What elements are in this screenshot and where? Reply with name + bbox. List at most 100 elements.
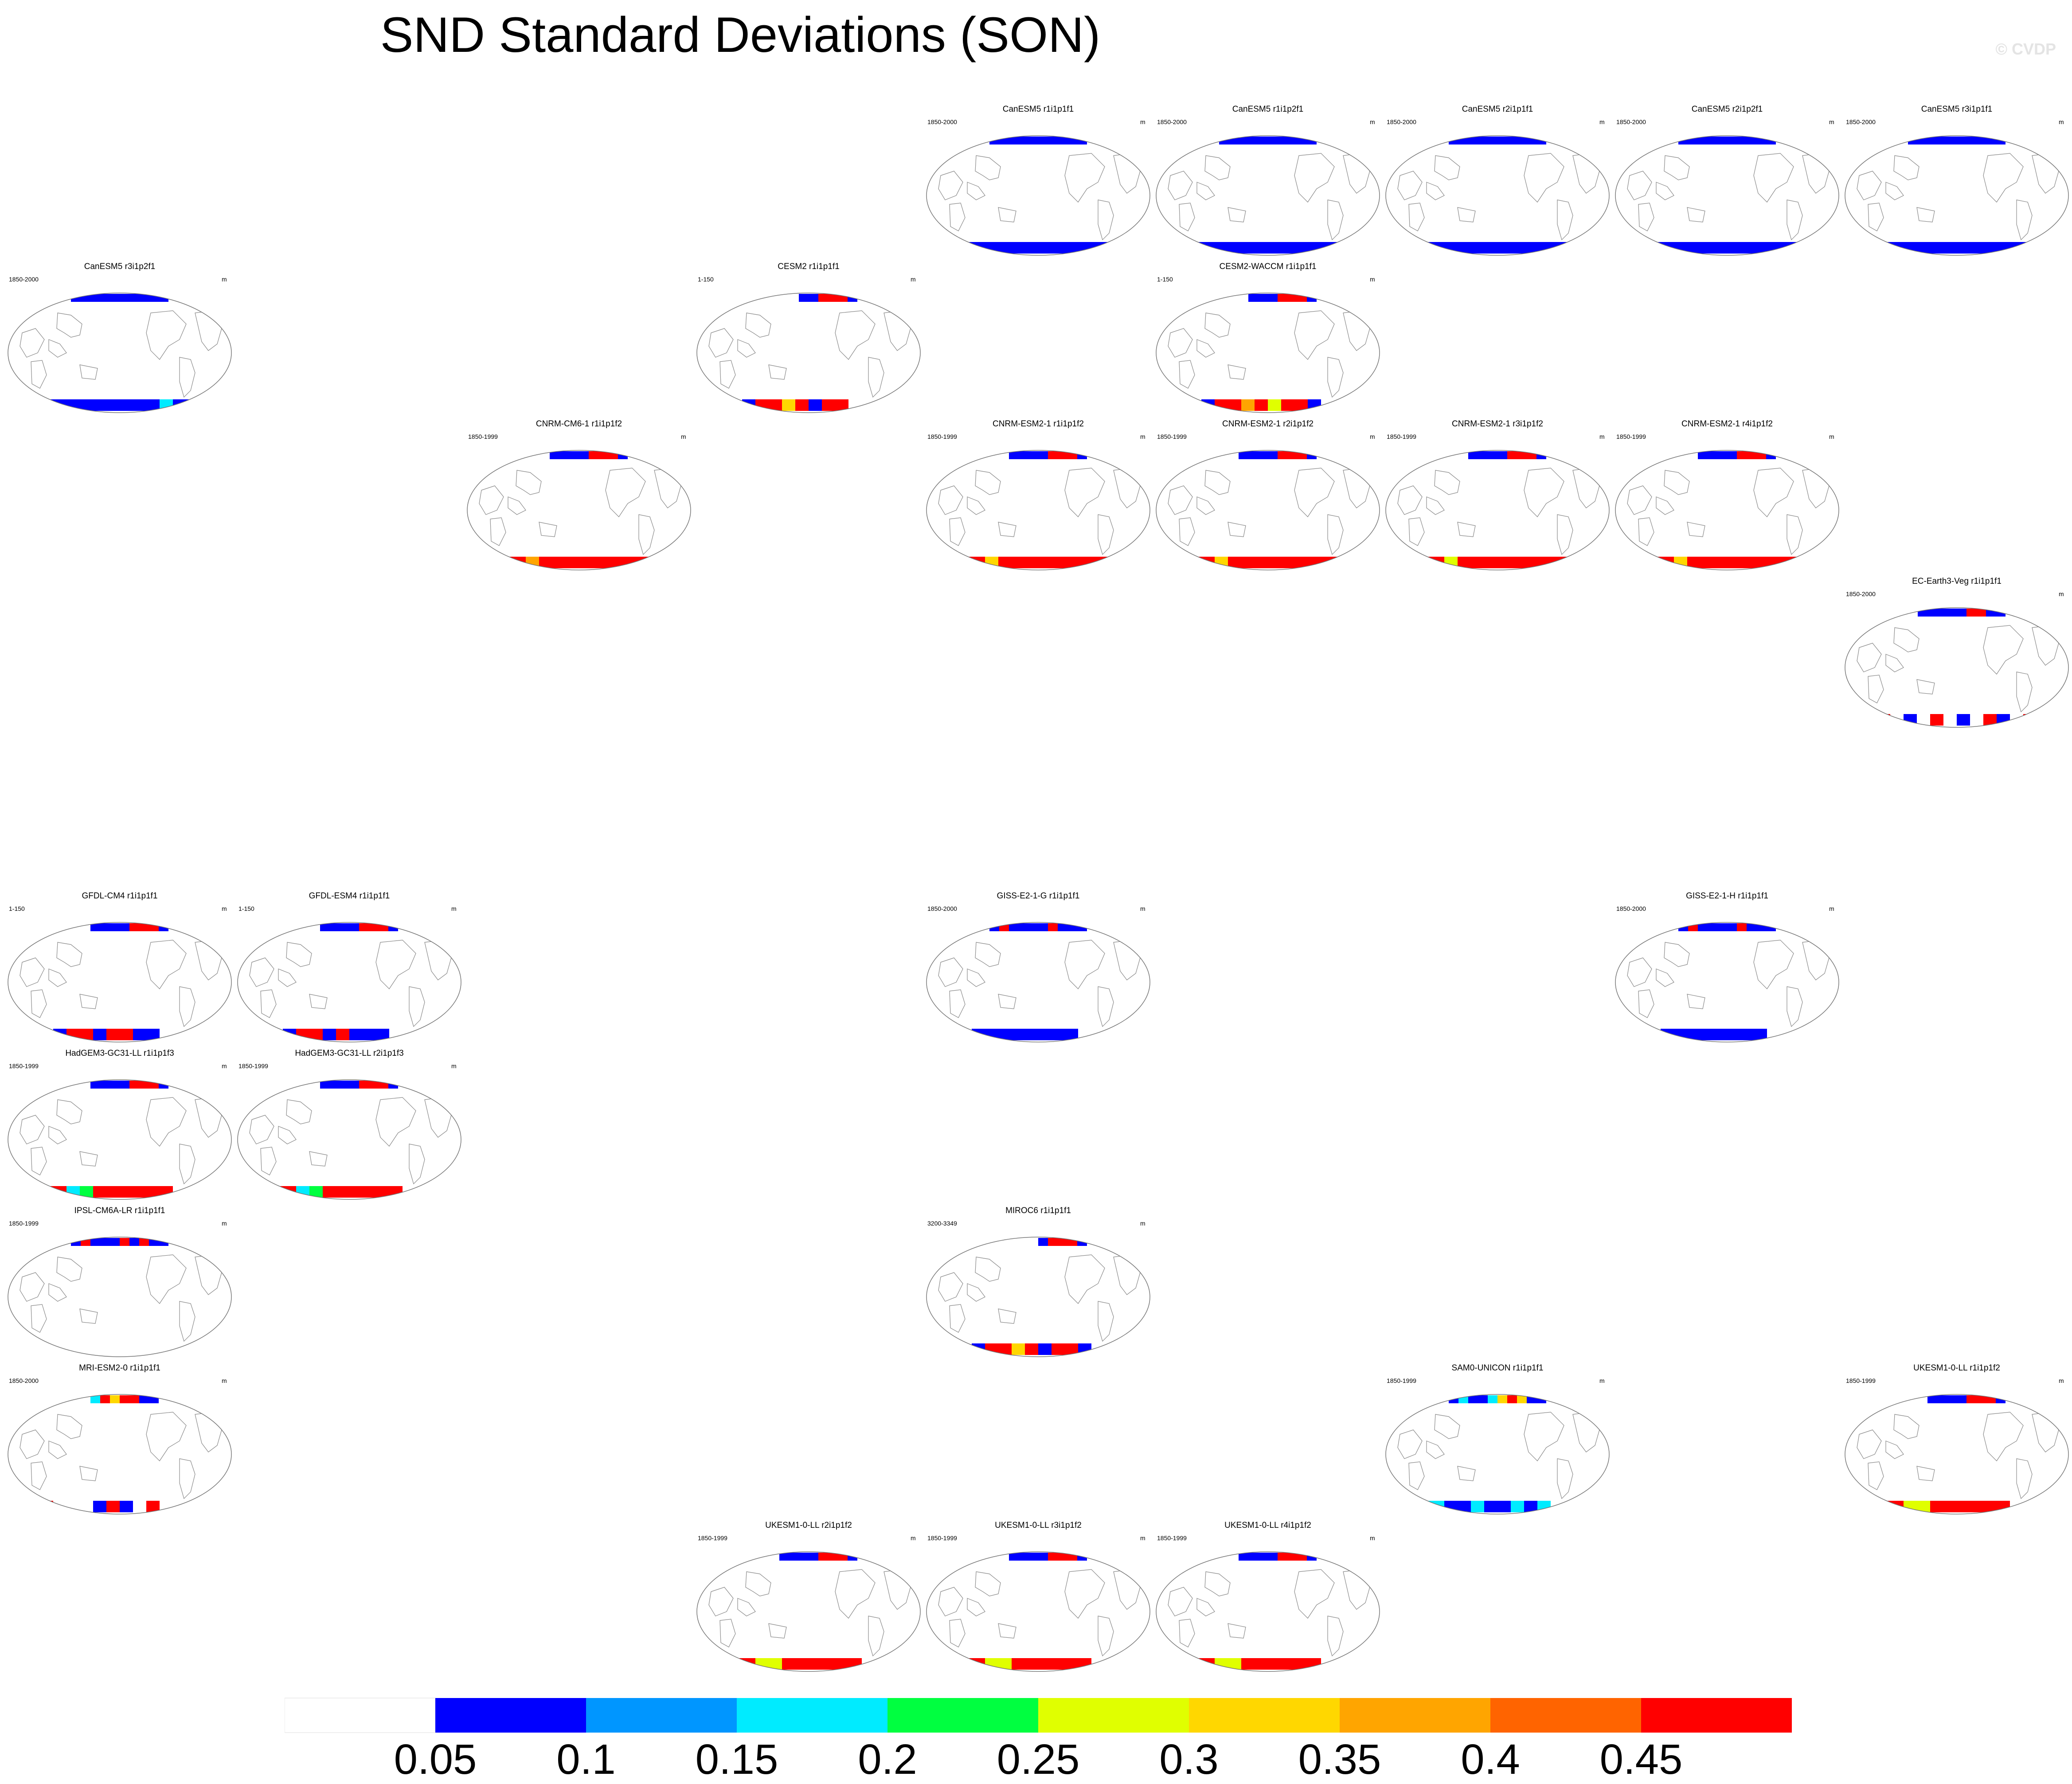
- colorbar-box: [737, 1698, 887, 1733]
- south-cell: [822, 1658, 835, 1670]
- map-panel: CanESM5 r3i1p2f1 1850-2000 m: [4, 262, 235, 417]
- north-cell: [1048, 1238, 1058, 1246]
- north-cell: [1976, 609, 1986, 617]
- south-cell: [1418, 557, 1431, 568]
- coastline: [938, 940, 1141, 1027]
- coastline: [1397, 153, 1600, 241]
- coastline: [938, 153, 1141, 241]
- map-svg: [1615, 135, 1839, 256]
- coastline: [1397, 1412, 1600, 1499]
- south-cell: [349, 1186, 363, 1198]
- panel-units: m: [222, 905, 227, 912]
- south-cell: [1215, 1658, 1228, 1670]
- north-cell: [129, 294, 139, 302]
- south-cell: [1701, 557, 1714, 568]
- south-cell: [1904, 242, 1917, 254]
- map-svg: [1156, 135, 1380, 256]
- south-cell: [106, 1501, 120, 1512]
- panel-years: 1-150: [698, 276, 714, 283]
- north-cell: [799, 294, 809, 302]
- panel-units: m: [1370, 276, 1375, 283]
- north-cell: [129, 923, 139, 931]
- north-cell: [569, 451, 579, 459]
- south-cell: [1877, 714, 1890, 726]
- panel-units: m: [1370, 118, 1375, 125]
- map-svg: [1845, 1394, 2069, 1515]
- north-cell: [90, 294, 100, 302]
- north-cell: [1497, 451, 1507, 459]
- coastline: [938, 1254, 1141, 1342]
- south-cell: [1497, 242, 1511, 254]
- south-cell: [1281, 557, 1294, 568]
- coastline: [249, 1097, 452, 1185]
- north-cell: [90, 1395, 100, 1403]
- north-cell: [1488, 137, 1497, 144]
- south-cell: [1740, 242, 1754, 254]
- panel-units: m: [1140, 1534, 1145, 1542]
- south-cell: [1241, 557, 1255, 568]
- north-cell: [1737, 923, 1747, 931]
- north-cell: [349, 923, 359, 931]
- south-cell: [120, 1029, 133, 1040]
- south-cell: [1012, 1029, 1025, 1040]
- north-cell: [139, 294, 149, 302]
- colorbar-label: 0.2: [858, 1736, 917, 1783]
- south-cell: [1471, 242, 1484, 254]
- south-cell: [1268, 557, 1281, 568]
- coastline: [1168, 1569, 1370, 1657]
- south-cell: [1078, 1658, 1091, 1670]
- north-cell: [1957, 1395, 1966, 1403]
- south-cell: [66, 1186, 80, 1198]
- panel-title: CanESM5 r3i1p2f1: [84, 262, 156, 271]
- panel-title: CNRM-ESM2-1 r2i1p1f2: [1222, 419, 1314, 429]
- north-cell: [818, 294, 828, 302]
- north-cell: [1747, 137, 1756, 144]
- panel-title: HadGEM3-GC31-LL r1i1p1f3: [65, 1049, 174, 1058]
- south-cell: [120, 1186, 133, 1198]
- panel-years: 3200-3349: [927, 1220, 957, 1227]
- map-panel: UKESM1-0-LL r1i1p1f2 1850-1999 m: [1841, 1363, 2072, 1519]
- south-cell: [1052, 1658, 1065, 1670]
- map-panel: GFDL-CM4 r1i1p1f1 1-150 m: [4, 891, 235, 1046]
- panel-units: m: [1370, 433, 1375, 440]
- south-cell: [1052, 557, 1065, 568]
- north-cell: [120, 294, 129, 302]
- south-cell: [1281, 399, 1294, 411]
- north-cell: [1468, 137, 1478, 144]
- south-cell: [1038, 1658, 1052, 1670]
- map-svg: [1615, 922, 1839, 1042]
- north-cell: [1048, 1553, 1058, 1561]
- panel-years: 1850-2000: [1157, 118, 1187, 125]
- south-cell: [40, 399, 53, 411]
- south-cell: [592, 557, 606, 568]
- south-cell: [1241, 1658, 1255, 1670]
- south-cell: [1012, 1343, 1025, 1355]
- south-cell: [1012, 557, 1025, 568]
- map-outline: [926, 450, 1150, 570]
- map-outline: [237, 1079, 461, 1200]
- north-cell: [1937, 1395, 1947, 1403]
- south-cell: [1511, 242, 1524, 254]
- map-panel: CESM2 r1i1p1f1 1-150 m: [693, 262, 924, 417]
- south-cell: [1334, 557, 1348, 568]
- north-cell: [120, 1238, 129, 1246]
- panel-title: CESM2 r1i1p1f1: [778, 262, 840, 271]
- north-cell: [129, 1081, 139, 1089]
- map-panel: UKESM1-0-LL r4i1p1f2 1850-1999 m: [1153, 1521, 1383, 1676]
- south-cell: [1740, 557, 1754, 568]
- north-cell: [349, 1081, 359, 1089]
- colorbar-box: [435, 1698, 586, 1733]
- north-cell: [369, 923, 379, 931]
- north-cell: [320, 1081, 330, 1089]
- north-cell: [1287, 451, 1297, 459]
- north-cell: [1976, 137, 1986, 144]
- map-svg: [926, 450, 1150, 570]
- coastline: [938, 468, 1141, 555]
- south-cell: [1674, 1029, 1687, 1040]
- south-cell: [552, 557, 566, 568]
- map-panel: MIROC6 r1i1p1f1 3200-3349 m: [923, 1206, 1153, 1361]
- coastline: [1627, 153, 1830, 241]
- panel-years: 1850-1999: [1616, 433, 1646, 440]
- panel-units: m: [911, 276, 916, 283]
- south-cell: [1012, 1658, 1025, 1670]
